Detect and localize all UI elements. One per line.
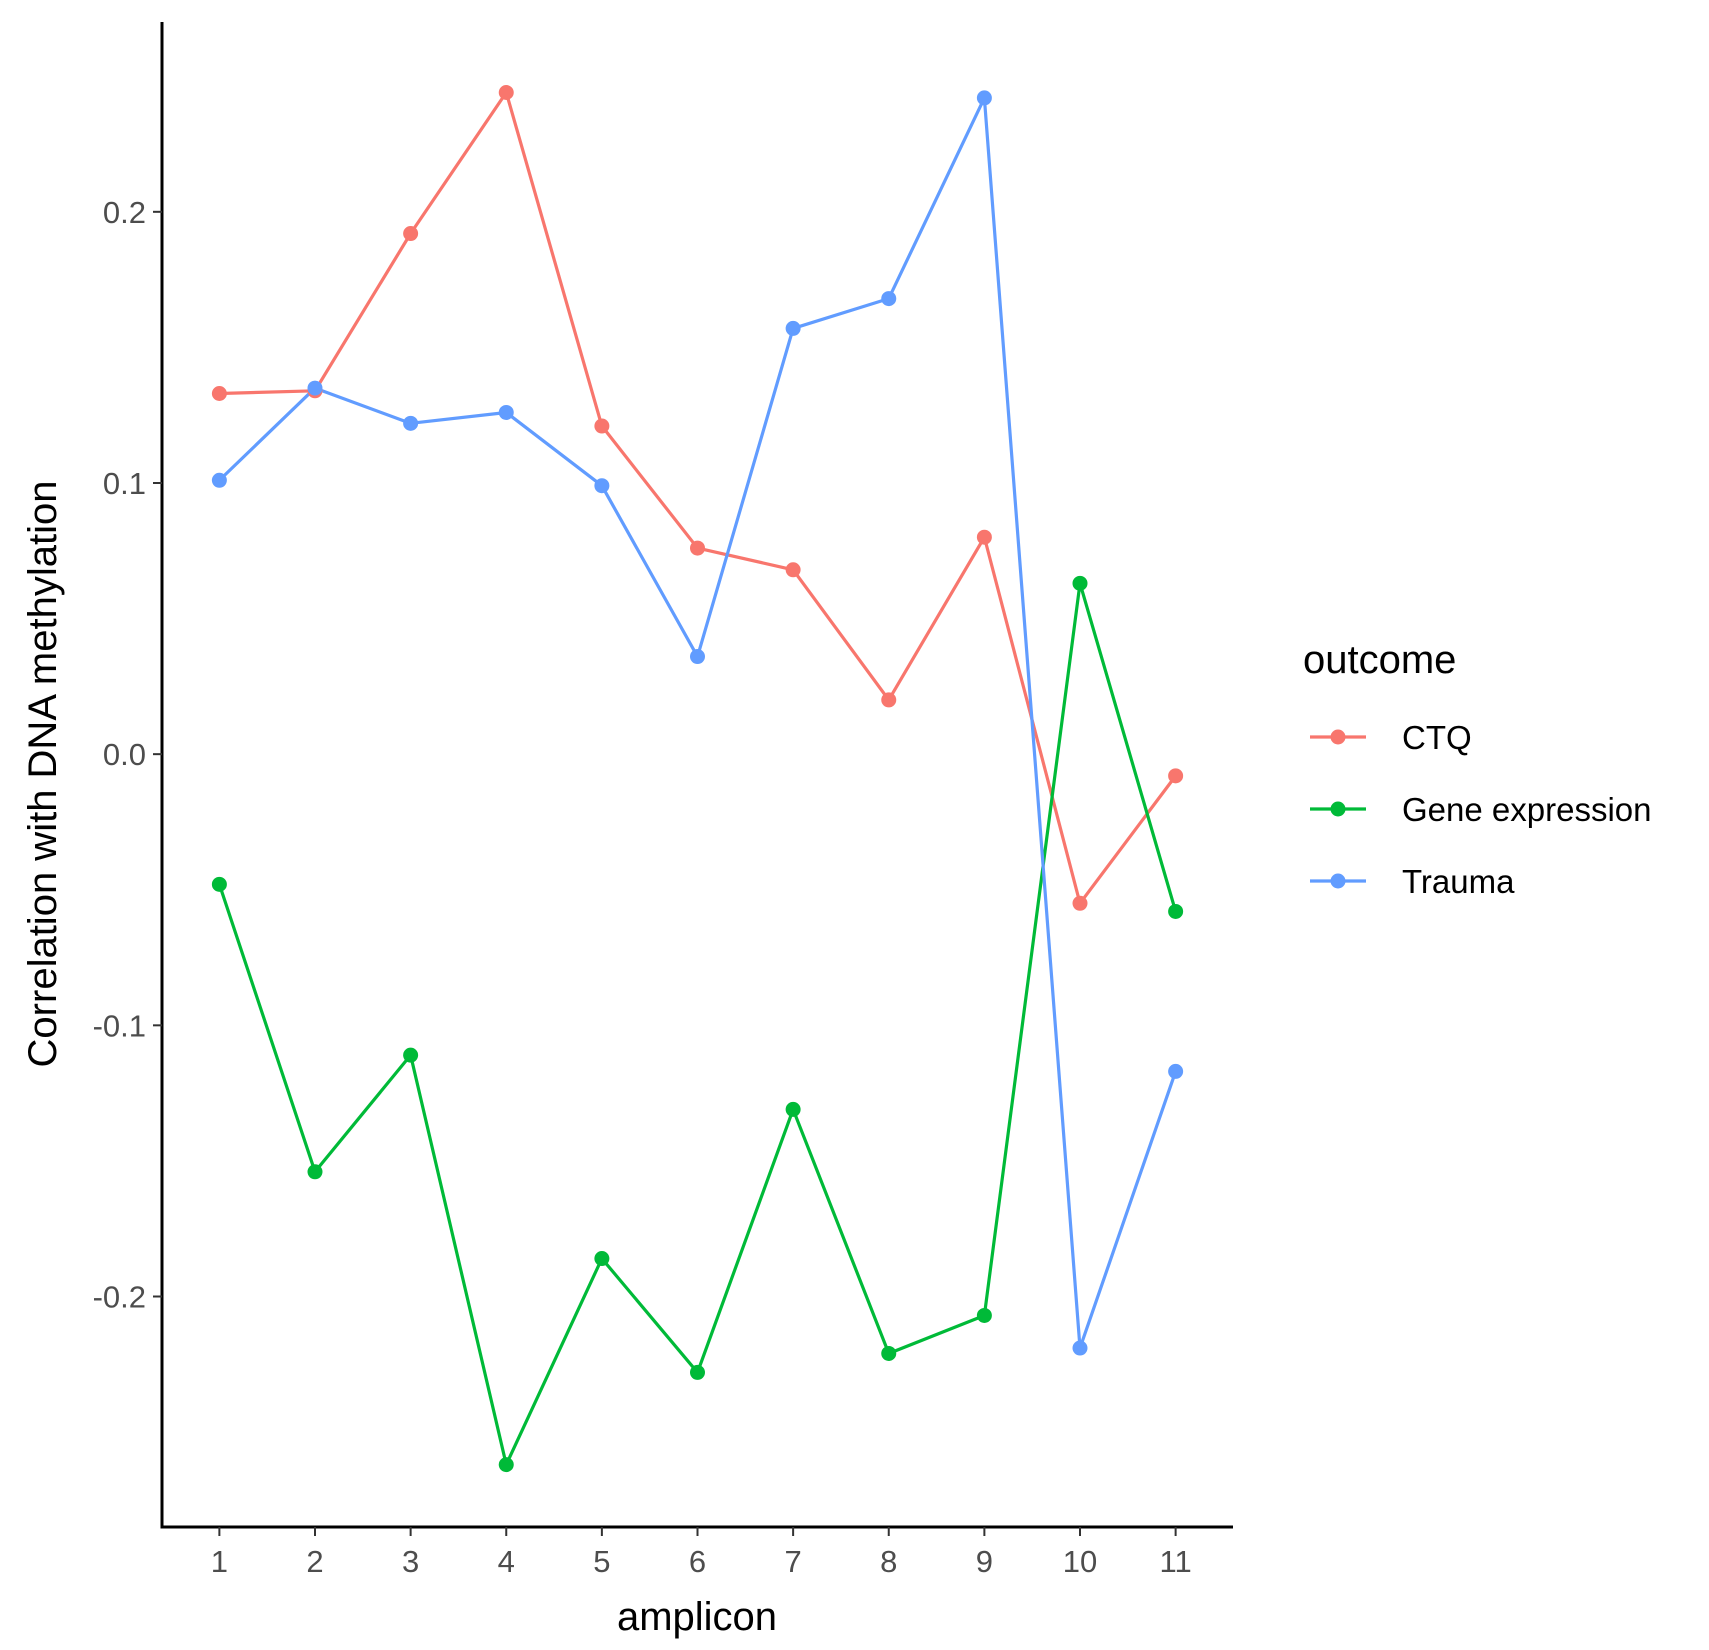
- data-point-gene-expression: [690, 1364, 705, 1380]
- data-point-gene-expression: [498, 1457, 514, 1473]
- data-point-gene-expression: [1168, 903, 1184, 919]
- data-point-ctq: [881, 692, 897, 708]
- x-ticks: 1 2 3 4 5 6 7 8 9 10 11: [211, 1527, 1192, 1579]
- data-point-ctq: [211, 386, 227, 402]
- data-point-gene-expression: [403, 1047, 419, 1063]
- legend-item-ctq: CTQ: [1310, 719, 1472, 756]
- legend-item-trauma: Trauma: [1310, 863, 1515, 900]
- data-point-ctq: [498, 85, 514, 101]
- legend-label: Trauma: [1402, 863, 1515, 900]
- x-tick-label: 3: [402, 1544, 419, 1579]
- x-tick-label: 2: [306, 1544, 323, 1579]
- data-point-gene-expression: [1072, 575, 1088, 591]
- x-tick-label: 10: [1063, 1544, 1097, 1579]
- y-tick-label: -0.2: [93, 1280, 146, 1315]
- data-point-ctq: [690, 540, 705, 556]
- x-tick-label: 8: [880, 1544, 897, 1579]
- data-point-gene-expression: [785, 1101, 801, 1117]
- legend-items: CTQ Gene expression Trauma: [1310, 719, 1651, 900]
- x-axis-title: amplicon: [617, 1595, 777, 1639]
- data-point-trauma: [1072, 1340, 1088, 1356]
- data-point-trauma: [307, 380, 323, 396]
- y-tick-label: 0.1: [103, 466, 146, 501]
- plot-points: [211, 85, 1184, 1473]
- legend-label: CTQ: [1402, 719, 1472, 756]
- data-point-ctq: [785, 562, 801, 578]
- data-point-ctq: [1168, 768, 1184, 784]
- y-ticks: -0.2 -0.1 0.0 0.1 0.2: [93, 195, 162, 1315]
- x-tick-label: 4: [498, 1544, 515, 1579]
- x-tick-label: 6: [689, 1544, 706, 1579]
- data-point-trauma: [785, 320, 801, 336]
- legend: outcome CTQ Gene expression Trauma: [1303, 638, 1651, 900]
- legend-item-gene-expression: Gene expression: [1310, 791, 1651, 828]
- y-tick-label: 0.0: [103, 737, 146, 772]
- data-point-gene-expression: [594, 1251, 610, 1267]
- legend-key-point: [1330, 801, 1346, 817]
- y-axis-title: Correlation with DNA methylation: [21, 481, 65, 1068]
- data-point-gene-expression: [881, 1345, 897, 1361]
- x-tick-label: 9: [976, 1544, 993, 1579]
- y-tick-label: -0.1: [93, 1008, 146, 1043]
- data-point-gene-expression: [211, 876, 227, 892]
- legend-key-point: [1330, 729, 1346, 745]
- series-line-ctq: [219, 90, 1177, 905]
- data-point-gene-expression: [307, 1164, 323, 1180]
- y-tick-label: 0.2: [103, 195, 146, 230]
- data-point-trauma: [403, 415, 419, 431]
- data-point-ctq: [594, 418, 610, 434]
- data-point-trauma: [498, 404, 514, 420]
- data-point-trauma: [881, 291, 897, 307]
- data-point-trauma: [594, 478, 610, 494]
- data-point-trauma: [690, 649, 705, 665]
- x-tick-label: 11: [1160, 1544, 1192, 1579]
- data-point-ctq: [1072, 895, 1088, 911]
- data-point-ctq: [403, 226, 419, 242]
- series-line-trauma: [218, 96, 1178, 1350]
- legend-title: outcome: [1303, 638, 1456, 682]
- data-point-trauma: [976, 90, 992, 106]
- legend-key-point: [1330, 873, 1346, 889]
- x-tick-label: 7: [785, 1544, 802, 1579]
- data-point-trauma: [1168, 1063, 1184, 1079]
- legend-label: Gene expression: [1402, 791, 1651, 828]
- data-point-ctq: [976, 529, 992, 545]
- x-tick-label: 5: [593, 1544, 610, 1579]
- plot-lines: [217, 90, 1178, 1467]
- data-point-trauma: [211, 472, 227, 488]
- x-tick-label: 1: [211, 1544, 228, 1579]
- data-point-gene-expression: [976, 1307, 992, 1323]
